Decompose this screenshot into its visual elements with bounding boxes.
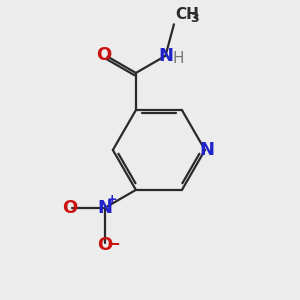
- Text: O: O: [96, 46, 112, 64]
- Text: −: −: [106, 234, 120, 252]
- Text: +: +: [107, 193, 118, 206]
- Text: CH: CH: [176, 7, 199, 22]
- Text: N: N: [158, 47, 173, 65]
- Text: O: O: [62, 199, 77, 217]
- Text: 3: 3: [190, 12, 199, 25]
- Text: H: H: [172, 51, 184, 66]
- Text: N: N: [98, 199, 112, 217]
- Text: O: O: [98, 236, 112, 254]
- Text: N: N: [200, 141, 215, 159]
